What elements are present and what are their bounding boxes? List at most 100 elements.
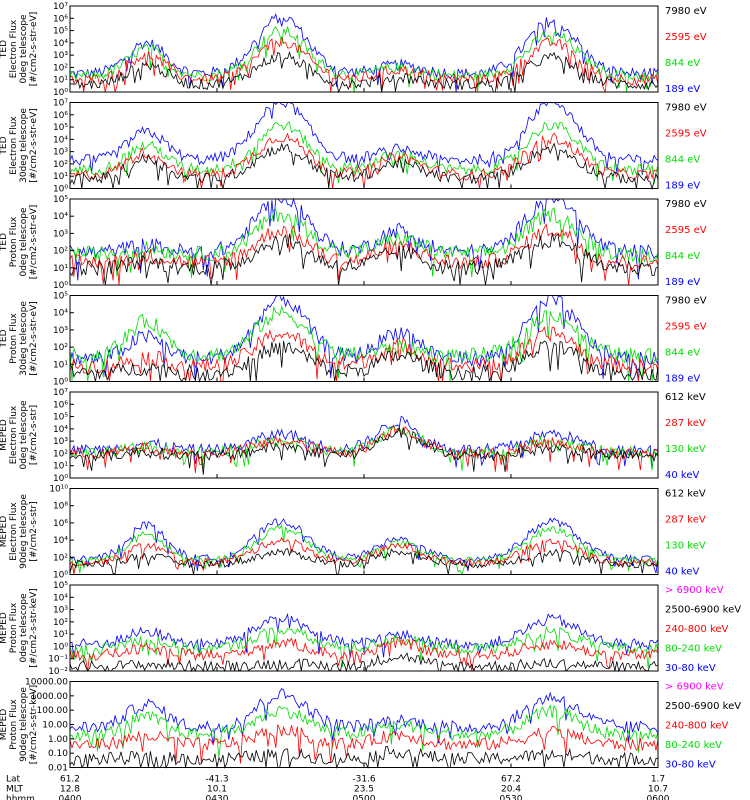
footer-value: 10.7 [648,785,668,795]
y-tick-label: 10² [53,449,68,459]
legend-2595-ev: 2595 eV [665,32,707,43]
y-tick-label: 0.10 [48,749,68,759]
panel-6-series-blue [69,517,659,574]
panel-7: 10⁻² 10⁻¹ 10⁰ 10¹ 10² 10³ 10⁴ 10⁵ MEPEDProton Fl… [0,581,741,677]
panel-4-ylabel: TEDProton Flux30deg telescope[#/cm2-s-st… [0,301,39,376]
panel-8-series-black [69,745,659,770]
panel-6-series-black [69,548,659,576]
y-tick-label: 10⁴ [53,212,68,222]
panel-6-ylabel: MEPEDElectron Flux90deg telescope[#/cm2-… [0,494,39,569]
legend-30-80-kev: 30-80 keV [665,760,716,771]
y-tick-label: 10⁴ [53,593,68,603]
panel-2: 10⁰ 10¹ 10² 10³ 10⁴ 10⁵ 10⁶ 10⁷ TEDElectron Flux… [0,99,707,195]
y-tick-label: 10² [53,160,68,170]
panel-7-frame [69,584,659,672]
legend-2595-ev: 2595 eV [665,322,707,333]
y-tick-label: 10³ [53,606,68,616]
y-tick-label: 10⁰ [53,642,68,652]
legend-80-240-kev: 80-240 keV [665,644,722,655]
legend-2595-ev: 2595 eV [665,129,707,140]
legend-80-240-kev: 80-240 keV [665,740,722,751]
panel-1-frame [69,5,659,93]
y-tick-label: 1000.00 [31,692,68,702]
panel-4-series-red [69,326,659,382]
footer-row-label: MLT [6,785,24,795]
panel-6-series-red [69,537,658,575]
y-tick-label: 10⁸ [53,502,68,512]
panel-2-frame [69,102,659,189]
panel-5-series-green [69,424,659,472]
panel-2-series-blue [69,101,659,175]
legend-30-80-kev: 30-80 keV [665,663,716,674]
y-tick-label: 10⁰ [53,88,68,98]
y-tick-label: 10³ [53,229,68,239]
legend--6900-kev: > 6900 keV [665,585,724,596]
y-tick-label: 10² [53,553,68,563]
time-axis-footer: Lat 61.2 -41.3 -31.6 67.2 1.7 MLT 12.8 10.1 23.5 2… [6,775,670,800]
legend-844-ev: 844 eV [665,251,700,262]
footer-value: -31.6 [352,775,376,785]
legend-612-kev: 612 keV [665,489,706,500]
y-tick-label: 10⁵ [53,413,68,423]
footer-row-label: hhmm [6,795,35,800]
panel-2-series-green [69,121,659,185]
y-tick-label: 10⁵ [53,292,68,302]
footer-value: 0530 [500,795,523,800]
y-tick-label: 10⁴ [53,309,68,319]
panel-6: 10⁰ 10² 10⁴ 10⁶ 10⁸ 10¹⁰ MEPEDElectron Flux90d… [0,485,706,581]
legend-287-kev: 287 keV [665,515,706,526]
legend--6900-kev: > 6900 keV [665,682,724,693]
y-tick-label: 10¹ [53,630,68,640]
panel-3-frame [69,198,659,286]
panel-1-series-black [69,51,659,94]
legend-844-ev: 844 eV [665,348,700,359]
y-tick-label: 10⁶ [53,111,68,121]
footer-value: 23.5 [354,785,374,795]
panel-8-series-blue [69,688,659,746]
y-tick-label: 10³ [53,437,68,447]
panel-3-series-green [69,207,659,278]
y-tick-label: 10¹ [53,172,68,182]
legend-844-ev: 844 eV [665,155,700,166]
footer-value: 20.4 [501,785,521,795]
legend-130-kev: 130 keV [665,444,706,455]
legend-7980-ev: 7980 eV [665,6,707,17]
panel-7-series-green [69,625,659,668]
panel-8-ylabel: MEPEDProton Flux90deg telescope[#/cm2-s-… [0,685,39,764]
panel-6-series-green [69,523,659,576]
footer-value: 0600 [647,795,670,800]
panel-7-series-blue [69,612,659,660]
legend-40-kev: 40 keV [665,470,699,481]
legend-2595-ev: 2595 eV [665,225,707,236]
panel-7-series-red [69,637,659,672]
y-tick-label: 10⁴ [53,39,68,49]
legend-2500-6900-kev: 2500-6900 keV [665,605,741,616]
y-tick-label: 10.00 [42,721,68,731]
panel-5-series-blue [69,415,659,470]
y-tick-label: 10⁰ [53,378,68,388]
panel-4-series-black [69,340,659,384]
panel-5-series-black [69,425,659,475]
y-tick-label: 10⁰ [53,185,68,195]
y-tick-label: 10⁻² [48,667,68,677]
legend-189-ev: 189 eV [665,374,700,385]
panel-3-series-red [69,223,659,286]
y-tick-label: 10⁰ [53,571,68,581]
y-tick-label: 10³ [53,148,68,158]
y-tick-label: 10² [53,63,68,73]
y-tick-label: 10¹ [53,462,68,472]
y-tick-label: 10⁵ [53,581,68,591]
y-tick-label: 10⁴ [53,536,68,546]
y-tick-label: 1.00 [48,735,68,745]
panel-5-ylabel: MEPEDElectron Flux0deg telescope[#/cm2-s… [0,400,39,470]
y-tick-label: 10² [53,247,68,257]
y-tick-label: 10² [53,618,68,628]
panel-8: 0.01 0.10 1.00 10.00 100.00 1000.00 10000.00ME… [0,678,741,774]
y-tick-label: 10⁶ [53,400,68,410]
y-tick-label: 10¹ [53,264,68,274]
footer-value: 12.8 [60,785,80,795]
y-tick-label: 10⁷ [53,2,68,12]
legend-2500-6900-kev: 2500-6900 keV [665,701,741,712]
panel-4-series-green [69,304,659,382]
